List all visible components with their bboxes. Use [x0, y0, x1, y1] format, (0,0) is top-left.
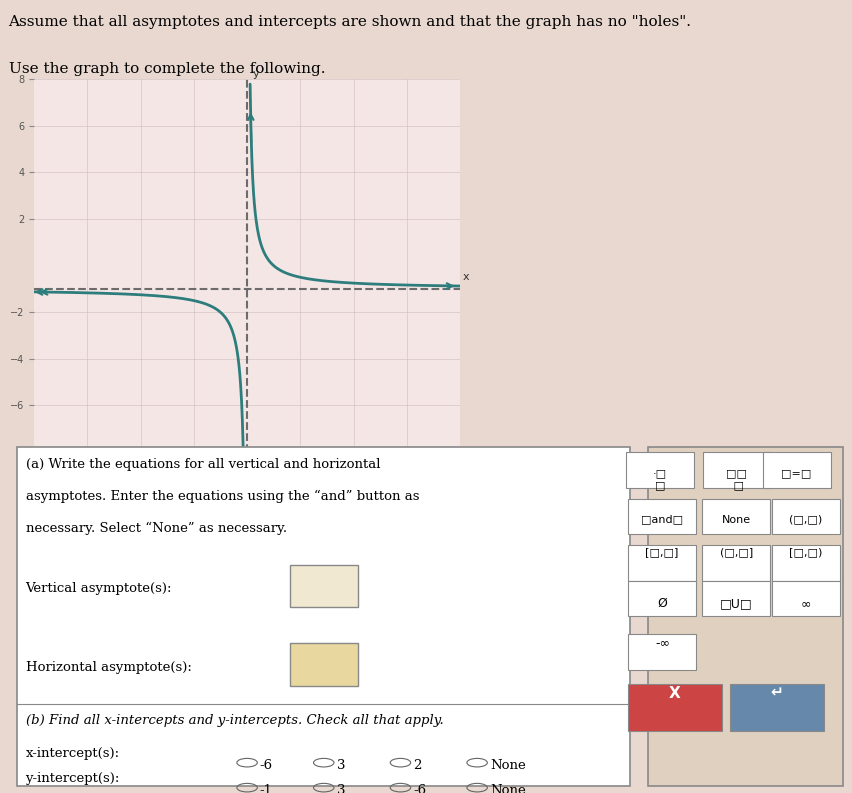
Text: □U□: □U□	[720, 596, 752, 610]
FancyBboxPatch shape	[17, 447, 630, 786]
Text: [□,□]: [□,□]	[645, 547, 679, 557]
FancyBboxPatch shape	[702, 499, 770, 534]
Text: necessary. Select “None” as necessary.: necessary. Select “None” as necessary.	[26, 522, 286, 535]
Text: 2: 2	[413, 759, 422, 772]
FancyBboxPatch shape	[628, 580, 696, 616]
Text: -6: -6	[413, 784, 426, 793]
FancyBboxPatch shape	[628, 684, 722, 730]
FancyBboxPatch shape	[772, 499, 840, 534]
FancyBboxPatch shape	[763, 452, 831, 488]
FancyBboxPatch shape	[290, 643, 358, 686]
Text: 3: 3	[337, 759, 345, 772]
Text: □□
 □: □□ □	[727, 468, 747, 490]
FancyBboxPatch shape	[772, 580, 840, 616]
Text: -1: -1	[260, 784, 273, 793]
Text: 3: 3	[337, 784, 345, 793]
Text: Assume that all asymptotes and intercepts are shown and that the graph has no "h: Assume that all asymptotes and intercept…	[9, 16, 692, 29]
Text: [□,□): [□,□)	[789, 547, 823, 557]
Text: None: None	[490, 759, 526, 772]
Text: (a) Write the equations for all vertical and horizontal: (a) Write the equations for all vertical…	[26, 458, 380, 470]
Text: y-intercept(s):: y-intercept(s):	[26, 772, 120, 784]
Text: □and□: □and□	[641, 515, 683, 525]
Text: Horizontal asymptote(s):: Horizontal asymptote(s):	[26, 661, 192, 674]
FancyBboxPatch shape	[648, 447, 843, 786]
FancyBboxPatch shape	[702, 580, 770, 616]
Text: None: None	[490, 784, 526, 793]
Text: None: None	[722, 515, 751, 525]
Text: □=□: □=□	[781, 468, 812, 478]
Text: (□,□]: (□,□]	[719, 547, 753, 557]
FancyBboxPatch shape	[290, 565, 358, 607]
FancyBboxPatch shape	[628, 545, 696, 580]
FancyBboxPatch shape	[702, 545, 770, 580]
FancyBboxPatch shape	[772, 545, 840, 580]
Text: X: X	[669, 686, 681, 701]
Text: y: y	[252, 69, 259, 79]
Text: asymptotes. Enter the equations using the “and” button as: asymptotes. Enter the equations using th…	[26, 489, 419, 503]
Text: Vertical asymptote(s):: Vertical asymptote(s):	[26, 582, 172, 596]
Text: (□,□): (□,□)	[789, 515, 823, 525]
Text: x-intercept(s):: x-intercept(s):	[26, 747, 119, 760]
FancyBboxPatch shape	[626, 452, 694, 488]
Text: ·□
□: ·□ □	[653, 468, 667, 490]
Text: ∞: ∞	[801, 596, 811, 610]
FancyBboxPatch shape	[703, 452, 771, 488]
Text: x: x	[463, 272, 469, 282]
Text: ↵: ↵	[771, 686, 783, 701]
Text: -∞: -∞	[655, 636, 671, 649]
Text: (b) Find all x-intercepts and y-intercepts. Check all that apply.: (b) Find all x-intercepts and y-intercep…	[26, 714, 443, 727]
Text: -6: -6	[260, 759, 273, 772]
Text: Ø: Ø	[657, 596, 667, 610]
FancyBboxPatch shape	[730, 684, 824, 730]
Text: Use the graph to complete the following.: Use the graph to complete the following.	[9, 62, 325, 76]
FancyBboxPatch shape	[628, 499, 696, 534]
FancyBboxPatch shape	[628, 634, 696, 670]
